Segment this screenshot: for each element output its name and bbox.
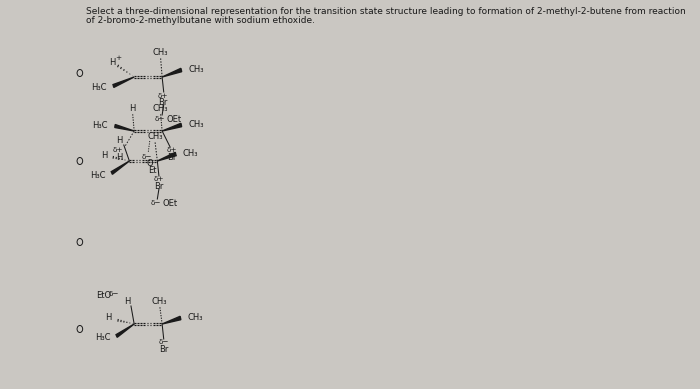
Polygon shape: [158, 152, 176, 161]
Text: δ−: δ−: [155, 116, 165, 122]
Text: δ−: δ−: [142, 154, 153, 160]
Text: CH₃: CH₃: [183, 149, 198, 158]
Text: H₃C: H₃C: [92, 82, 107, 91]
Text: H₃C: H₃C: [92, 121, 108, 130]
Polygon shape: [113, 77, 134, 88]
Text: δ+: δ+: [167, 147, 177, 153]
Text: CH₃: CH₃: [153, 47, 168, 56]
Text: H: H: [109, 58, 116, 67]
Polygon shape: [115, 124, 134, 131]
Text: O: O: [146, 158, 153, 168]
Text: CH₃: CH₃: [188, 312, 203, 321]
Text: Br: Br: [167, 152, 176, 161]
Text: H: H: [116, 135, 122, 144]
Polygon shape: [162, 123, 181, 131]
Text: CH₃: CH₃: [153, 103, 168, 112]
Text: EtO: EtO: [96, 291, 111, 300]
Text: H: H: [130, 103, 136, 112]
Text: H₃C: H₃C: [90, 170, 106, 179]
Text: CH₃: CH₃: [188, 119, 204, 128]
Text: OEt: OEt: [167, 114, 182, 123]
Text: +: +: [115, 55, 121, 61]
Text: H₃C: H₃C: [94, 333, 110, 342]
Polygon shape: [162, 316, 181, 324]
Text: δ+: δ+: [113, 147, 123, 153]
Text: H: H: [117, 152, 123, 161]
Text: Et: Et: [148, 165, 156, 175]
Polygon shape: [116, 324, 134, 337]
Text: Br: Br: [158, 98, 167, 107]
Polygon shape: [111, 161, 130, 174]
Text: δ−: δ−: [158, 339, 169, 345]
Text: δ−: δ−: [108, 291, 119, 297]
Text: CH₃: CH₃: [152, 296, 167, 305]
Text: CH₃: CH₃: [147, 131, 162, 140]
Text: δ−: δ−: [150, 200, 161, 206]
Text: H: H: [101, 151, 107, 159]
Text: H: H: [106, 314, 112, 322]
Text: H: H: [124, 296, 130, 305]
Text: δ+: δ+: [158, 93, 168, 99]
Text: OEt: OEt: [163, 198, 178, 207]
Text: δ+: δ+: [154, 176, 164, 182]
Text: Select a three-dimensional representation for the transition state structure lea: Select a three-dimensional representatio…: [86, 7, 686, 16]
Text: of 2-bromo-2-methylbutane with sodium ethoxide.: of 2-bromo-2-methylbutane with sodium et…: [86, 16, 315, 25]
Text: CH₃: CH₃: [188, 65, 204, 74]
Text: Br: Br: [154, 182, 164, 191]
Polygon shape: [162, 68, 182, 77]
Text: Br: Br: [159, 345, 169, 354]
